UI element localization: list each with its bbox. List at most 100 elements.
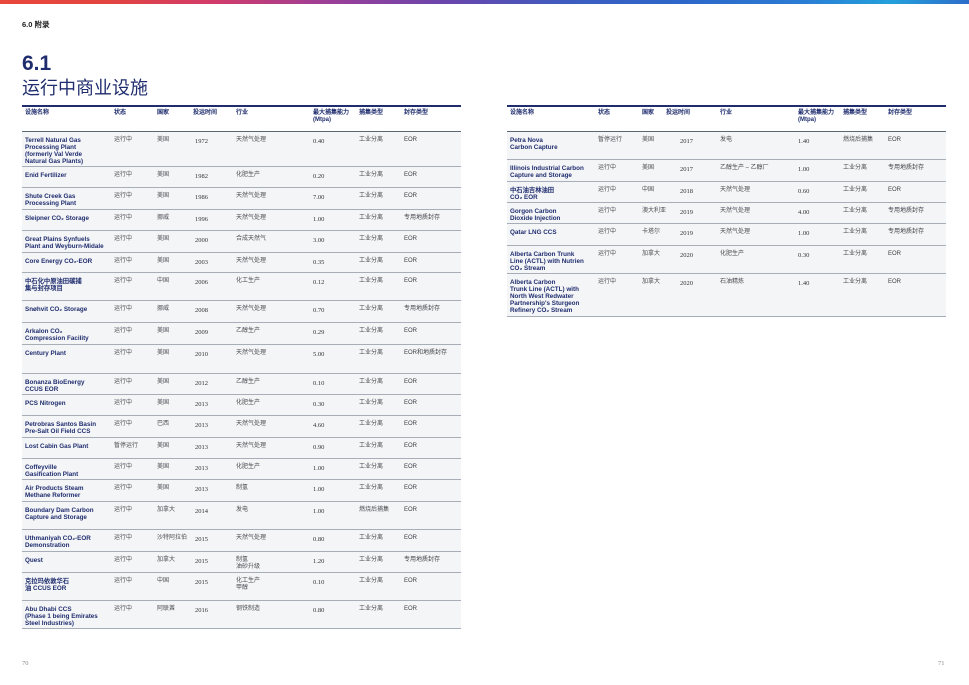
facility-name-cell: Petra Nova Carbon Capture: [507, 131, 598, 160]
year-cell: 1986: [193, 187, 236, 210]
year-cell: 2015: [193, 572, 236, 601]
column-header-capture: 捕集类型: [359, 105, 404, 132]
industry-cell: 天然气处理: [236, 300, 313, 323]
storage-type-cell: EOR: [404, 415, 461, 438]
industry-cell: 天然气处理: [720, 181, 798, 203]
year-cell: 1996: [193, 209, 236, 231]
industry-cell: 天然气处理: [236, 252, 313, 273]
table-row: Coffeyville Gasification Plant 运行中 美国 2013 化…: [22, 458, 461, 480]
column-header-capacity: 最大捕集能力 (Mtpa): [798, 105, 843, 132]
column-header-name: 设施名称: [507, 105, 598, 132]
table-row: Shute Creek Gas Processing Plant 运行中 美国 198…: [22, 187, 461, 210]
table-row: Gorgon Carbon Dioxide Injection 运行中 澳大利亚 20…: [507, 202, 946, 224]
industry-cell: 天然气处理: [236, 344, 313, 374]
capture-type-cell: 工业分离: [359, 415, 404, 438]
top-color-stripe: [0, 0, 969, 4]
section-label: 6.0 附录: [22, 20, 50, 29]
status-cell: 运行中: [114, 272, 157, 301]
table-row: Uthmaniyah CO₂-EOR Demonstration 运行中 沙特阿拉伯…: [22, 529, 461, 552]
year-cell: 1982: [193, 166, 236, 188]
country-cell: 美国: [642, 159, 666, 182]
facility-name-cell: Alberta Carbon Trunk Line (ACTL) with No…: [507, 273, 598, 317]
industry-cell: 乙醇生产: [236, 373, 313, 395]
industry-cell: 化工生产 甲醇: [236, 572, 313, 601]
year-cell: 2013: [193, 437, 236, 459]
capacity-cell: 0.80: [313, 529, 359, 552]
industry-cell: 石油精炼: [720, 273, 798, 317]
facility-name-cell: Sleipner CO₂ Storage: [22, 209, 114, 231]
status-cell: 运行中: [598, 273, 642, 317]
industry-cell: 化肥生产: [236, 458, 313, 480]
capacity-cell: 1.40: [798, 273, 843, 317]
facility-name-cell: Quest: [22, 551, 114, 573]
capture-type-cell: 工业分离: [843, 223, 888, 246]
status-cell: 运行中: [114, 322, 157, 345]
column-header-country: 国家: [157, 105, 193, 132]
column-header-year: 投运时间: [193, 105, 236, 132]
facility-name-cell: Coffeyville Gasification Plant: [22, 458, 114, 480]
facility-name-cell: Great Plains Synfuels Plant and Weyburn-…: [22, 230, 114, 253]
country-cell: 巴西: [157, 415, 193, 438]
country-cell: 中国: [157, 272, 193, 301]
facility-name-cell: Petrobras Santos Basin Pre-Salt Oil Fiel…: [22, 415, 114, 438]
table-row: Quest 运行中 加拿大 2015 制氢 油砂升级 1.20 工业分离 专用地质封存: [22, 551, 461, 573]
industry-cell: 合成天然气: [236, 230, 313, 253]
table-row: Terrell Natural Gas Processing Plant (fo…: [22, 131, 461, 167]
column-header-industry: 行业: [236, 105, 313, 132]
storage-type-cell: EOR: [888, 131, 946, 160]
capacity-cell: 0.40: [313, 131, 359, 167]
country-cell: 加拿大: [642, 245, 666, 274]
facility-name-cell: Gorgon Carbon Dioxide Injection: [507, 202, 598, 224]
table-row: Lost Cabin Gas Plant 暂停运行 美国 2013 天然气处理 0.90 工…: [22, 437, 461, 459]
status-cell: 运行中: [114, 458, 157, 480]
status-cell: 运行中: [114, 252, 157, 273]
industry-cell: 化工生产: [236, 272, 313, 301]
status-cell: 运行中: [598, 181, 642, 203]
status-cell: 运行中: [114, 187, 157, 210]
capture-type-cell: 工业分离: [359, 322, 404, 345]
country-cell: 挪威: [157, 300, 193, 323]
table-row: PCS Nitrogen 运行中 美国 2013 化肥生产 0.30 工业分离 EOR: [22, 394, 461, 416]
year-cell: 2008: [193, 300, 236, 323]
storage-type-cell: EOR: [404, 322, 461, 345]
status-cell: 运行中: [598, 159, 642, 182]
status-cell: 运行中: [114, 479, 157, 502]
capture-type-cell: 工业分离: [359, 572, 404, 601]
storage-type-cell: EOR: [404, 252, 461, 273]
facility-name-cell: PCS Nitrogen: [22, 394, 114, 416]
table-row: Petrobras Santos Basin Pre-Salt Oil Fiel…: [22, 415, 461, 438]
column-header-year: 投运时间: [666, 105, 720, 132]
storage-type-cell: EOR: [888, 273, 946, 317]
year-cell: 2010: [193, 344, 236, 374]
table-row: Petra Nova Carbon Capture 暂停运行 美国 2017 发电 1.4…: [507, 131, 946, 160]
storage-type-cell: EOR: [404, 272, 461, 301]
capture-type-cell: 燃烧后捕集: [843, 131, 888, 160]
country-cell: 挪威: [157, 209, 193, 231]
table-row: Core Energy CO₂-EOR 运行中 美国 2003 天然气处理 0.35 工业分…: [22, 252, 461, 273]
country-cell: 加拿大: [642, 273, 666, 317]
facility-name-cell: Boundary Dam Carbon Capture and Storage: [22, 501, 114, 530]
year-cell: 2016: [193, 600, 236, 629]
storage-type-cell: EOR和地质封存: [404, 344, 461, 374]
capacity-cell: 0.20: [313, 166, 359, 188]
table-row: Great Plains Synfuels Plant and Weyburn-…: [22, 230, 461, 253]
capture-type-cell: 工业分离: [359, 187, 404, 210]
table-row: Century Plant 运行中 美国 2010 天然气处理 5.00 工业分离 EOR和地…: [22, 344, 461, 374]
table-row: Alberta Carbon Trunk Line (ACTL) with Nu…: [507, 245, 946, 274]
table-row: Air Products Steam Methane Reformer 运行中 美国…: [22, 479, 461, 502]
table-row: Illinois Industrial Carbon Capture and S…: [507, 159, 946, 182]
industry-cell: 天然气处理: [236, 209, 313, 231]
capacity-cell: 1.00: [798, 223, 843, 246]
year-cell: 2019: [666, 202, 720, 224]
year-cell: 2015: [193, 551, 236, 573]
capture-type-cell: 工业分离: [843, 159, 888, 182]
capture-type-cell: 工业分离: [359, 479, 404, 502]
country-cell: 美国: [157, 479, 193, 502]
page-number-right: 71: [938, 660, 945, 667]
capture-type-cell: 燃烧后捕集: [359, 501, 404, 530]
capture-type-cell: 工业分离: [359, 437, 404, 459]
status-cell: 运行中: [114, 344, 157, 374]
column-header-status: 状态: [114, 105, 157, 132]
year-cell: 2013: [193, 479, 236, 502]
country-cell: 美国: [157, 437, 193, 459]
